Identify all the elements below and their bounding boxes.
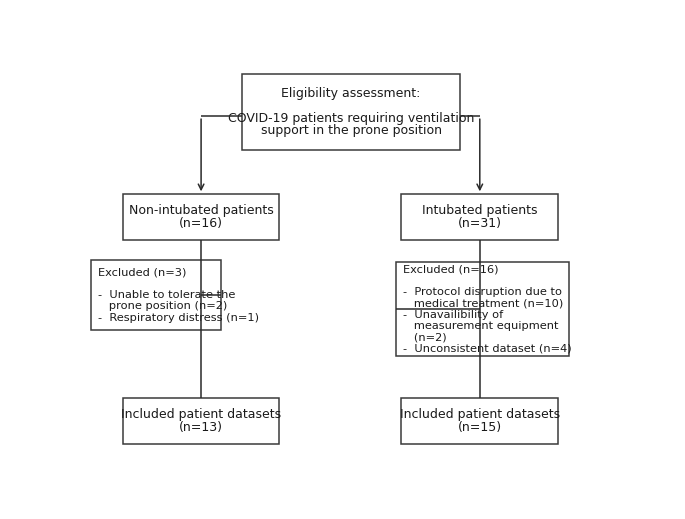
Text: Intubated patients: Intubated patients <box>422 204 538 217</box>
FancyBboxPatch shape <box>123 194 279 240</box>
FancyBboxPatch shape <box>123 398 279 444</box>
Text: support in the prone position: support in the prone position <box>260 125 442 138</box>
Text: (n=16): (n=16) <box>179 217 223 230</box>
Text: -  Unable to tolerate the: - Unable to tolerate the <box>98 290 235 300</box>
Text: measurement equipment: measurement equipment <box>403 321 558 331</box>
Text: Included patient datasets: Included patient datasets <box>400 408 560 421</box>
Text: Non-intubated patients: Non-intubated patients <box>129 204 273 217</box>
Text: -  Unconsistent dataset (n=4): - Unconsistent dataset (n=4) <box>403 344 572 354</box>
Text: (n=15): (n=15) <box>458 421 502 434</box>
Text: Excluded (n=16): Excluded (n=16) <box>403 264 499 274</box>
Text: Eligibility assessment:: Eligibility assessment: <box>282 87 421 100</box>
Text: -  Protocol disruption due to: - Protocol disruption due to <box>403 287 562 297</box>
Text: Excluded (n=3): Excluded (n=3) <box>98 267 186 277</box>
Text: (n=31): (n=31) <box>458 217 502 230</box>
Text: -  Respiratory distress (n=1): - Respiratory distress (n=1) <box>98 313 259 323</box>
FancyBboxPatch shape <box>91 260 221 330</box>
Text: prone position (n=2): prone position (n=2) <box>98 302 227 311</box>
Text: (n=13): (n=13) <box>179 421 223 434</box>
Text: medical treatment (n=10): medical treatment (n=10) <box>403 298 563 308</box>
FancyBboxPatch shape <box>401 398 558 444</box>
Text: (n=2): (n=2) <box>403 333 447 343</box>
Text: Included patient datasets: Included patient datasets <box>121 408 281 421</box>
FancyBboxPatch shape <box>396 262 569 356</box>
Text: COVID-19 patients requiring ventilation: COVID-19 patients requiring ventilation <box>228 112 474 125</box>
FancyBboxPatch shape <box>242 74 460 150</box>
Text: -  Unavailibility of: - Unavailibility of <box>403 310 503 320</box>
FancyBboxPatch shape <box>401 194 558 240</box>
